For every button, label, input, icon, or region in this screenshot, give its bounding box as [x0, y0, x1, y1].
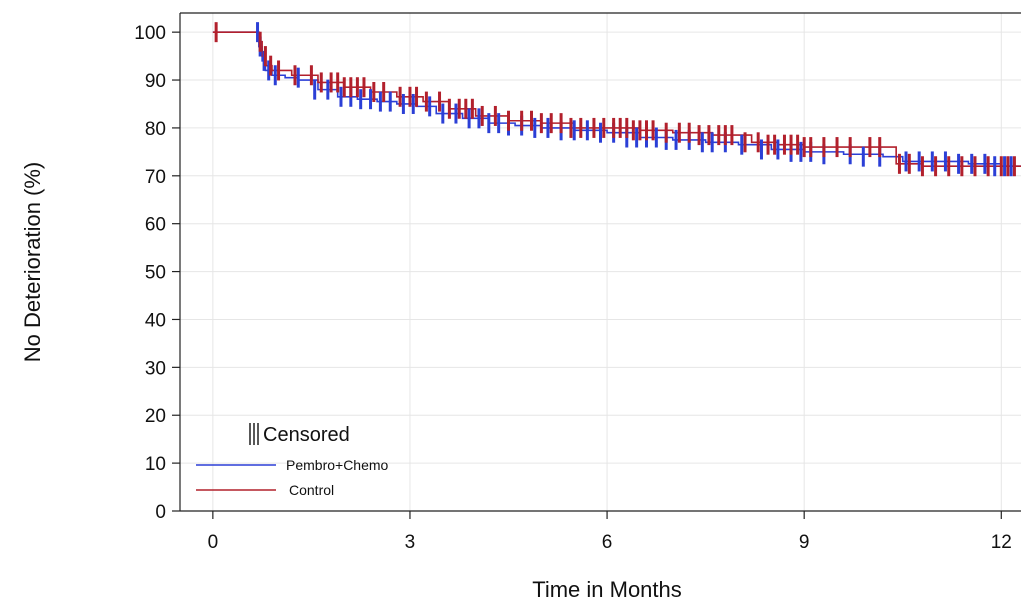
y-tick-label: 80: [145, 119, 166, 140]
y-tick-label: 60: [145, 215, 166, 236]
y-tick-label: 50: [145, 263, 166, 284]
y-tick-label: 0: [155, 502, 166, 523]
legend: Censored Pembro+Chemo Control: [196, 423, 389, 498]
x-axis-title: Time in Months: [532, 577, 682, 601]
legend-censor-symbol: [249, 423, 259, 445]
y-tick-label: 10: [145, 454, 166, 475]
axes: 0 10 20 30 40 50 60 70 80 90 100 0 3 6 9 12: [134, 23, 1012, 553]
y-tick-label: 100: [134, 23, 166, 44]
legend-title: Censored: [263, 424, 350, 446]
legend-label-pembro-chemo: Pembro+Chemo: [286, 457, 389, 473]
x-tick-label: 0: [208, 532, 219, 553]
legend-label-control: Control: [289, 482, 334, 498]
grid-lines: [180, 13, 1021, 512]
x-tick-label: 9: [799, 532, 810, 553]
series-line-pembro-chemo: [212, 31, 1021, 168]
y-tick-label: 40: [145, 310, 166, 331]
y-tick-label: 90: [145, 71, 166, 92]
x-tick-label: 6: [602, 532, 613, 553]
x-tick-label: 3: [405, 532, 416, 553]
y-tick-label: 70: [145, 167, 166, 188]
y-axis-title: No Deterioration (%): [20, 162, 45, 363]
censor-marks: [214, 22, 1016, 177]
y-tick-label: 30: [145, 358, 166, 379]
x-tick-label: 12: [991, 532, 1012, 553]
y-tick-label: 20: [145, 406, 166, 427]
